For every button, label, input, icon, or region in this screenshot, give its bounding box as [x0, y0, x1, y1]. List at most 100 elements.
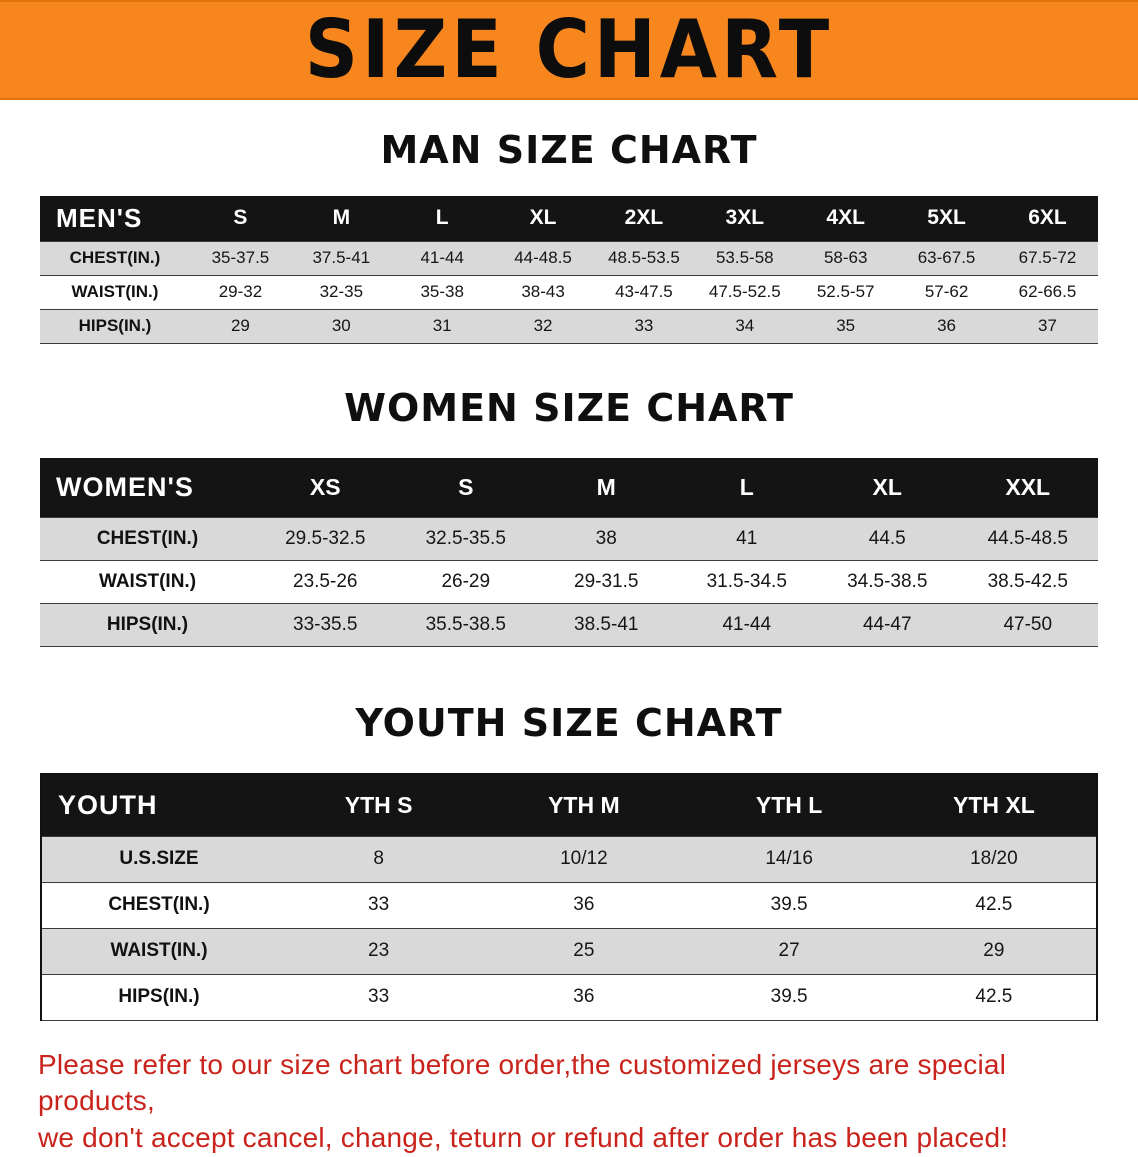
value-cell: 63-67.5: [896, 241, 997, 275]
size-header-cell: 2XL: [594, 196, 695, 241]
value-cell: 52.5-57: [795, 275, 896, 309]
size-header-cell: XL: [493, 196, 594, 241]
disclaimer-note: Please refer to our size chart before or…: [38, 1047, 1100, 1157]
value-cell: 48.5-53.5: [594, 241, 695, 275]
row-label-cell: CHEST(IN.): [41, 882, 276, 928]
size-header-cell: XXL: [958, 458, 1099, 518]
value-cell: 37: [997, 309, 1098, 343]
value-cell: 35-38: [392, 275, 493, 309]
value-cell: 44-48.5: [493, 241, 594, 275]
value-cell: 29: [190, 309, 291, 343]
value-cell: 33: [276, 974, 481, 1020]
size-header-cell: XL: [817, 458, 958, 518]
value-cell: 44.5: [817, 518, 958, 561]
value-cell: 41-44: [677, 604, 818, 647]
value-cell: 37.5-41: [291, 241, 392, 275]
row-label-cell: HIPS(IN.): [41, 974, 276, 1020]
value-cell: 30: [291, 309, 392, 343]
value-cell: 33: [594, 309, 695, 343]
size-header-cell: YTH XL: [892, 774, 1097, 836]
row-label-cell: U.S.SIZE: [41, 836, 276, 882]
value-cell: 32-35: [291, 275, 392, 309]
size-header-cell: 4XL: [795, 196, 896, 241]
value-cell: 29: [892, 928, 1097, 974]
value-cell: 23: [276, 928, 481, 974]
value-cell: 39.5: [687, 974, 892, 1020]
value-cell: 26-29: [396, 561, 537, 604]
value-cell: 10/12: [481, 836, 686, 882]
row-label-cell: CHEST(IN.): [40, 518, 255, 561]
row-label-cell: HIPS(IN.): [40, 604, 255, 647]
value-cell: 33-35.5: [255, 604, 396, 647]
value-cell: 38: [536, 518, 677, 561]
value-cell: 33: [276, 882, 481, 928]
value-cell: 29.5-32.5: [255, 518, 396, 561]
value-cell: 23.5-26: [255, 561, 396, 604]
value-cell: 42.5: [892, 974, 1097, 1020]
women-section-heading: WOMEN SIZE CHART: [0, 386, 1138, 430]
value-cell: 53.5-58: [694, 241, 795, 275]
size-header-cell: YTH L: [687, 774, 892, 836]
value-cell: 44.5-48.5: [958, 518, 1099, 561]
row-label-cell: WAIST(IN.): [40, 275, 190, 309]
value-cell: 25: [481, 928, 686, 974]
row-label-cell: HIPS(IN.): [40, 309, 190, 343]
value-cell: 31.5-34.5: [677, 561, 818, 604]
disclaimer-line-2: we don't accept cancel, change, teturn o…: [38, 1120, 1100, 1157]
row-label-cell: WAIST(IN.): [41, 928, 276, 974]
value-cell: 47-50: [958, 604, 1099, 647]
men-section-heading: MAN SIZE CHART: [0, 128, 1138, 172]
value-cell: 27: [687, 928, 892, 974]
size-header-cell: S: [396, 458, 537, 518]
value-cell: 62-66.5: [997, 275, 1098, 309]
value-cell: 58-63: [795, 241, 896, 275]
youth-section-heading: YOUTH SIZE CHART: [0, 701, 1138, 745]
size-header-cell: 5XL: [896, 196, 997, 241]
value-cell: 35-37.5: [190, 241, 291, 275]
size-header-cell: 6XL: [997, 196, 1098, 241]
size-header-cell: M: [536, 458, 677, 518]
size-header-cell: YTH M: [481, 774, 686, 836]
disclaimer-line-1: Please refer to our size chart before or…: [38, 1047, 1100, 1121]
size-header-cell: M: [291, 196, 392, 241]
value-cell: 36: [481, 882, 686, 928]
value-cell: 43-47.5: [594, 275, 695, 309]
size-header-cell: 3XL: [694, 196, 795, 241]
value-cell: 39.5: [687, 882, 892, 928]
value-cell: 44-47: [817, 604, 958, 647]
value-cell: 36: [896, 309, 997, 343]
value-cell: 38.5-42.5: [958, 561, 1099, 604]
value-cell: 35: [795, 309, 896, 343]
value-cell: 32: [493, 309, 594, 343]
value-cell: 14/16: [687, 836, 892, 882]
value-cell: 29-32: [190, 275, 291, 309]
value-cell: 34: [694, 309, 795, 343]
value-cell: 42.5: [892, 882, 1097, 928]
row-label-cell: WAIST(IN.): [40, 561, 255, 604]
value-cell: 41-44: [392, 241, 493, 275]
size-header-cell: L: [677, 458, 818, 518]
table-title-cell: YOUTH: [41, 774, 276, 836]
value-cell: 47.5-52.5: [694, 275, 795, 309]
value-cell: 32.5-35.5: [396, 518, 537, 561]
banner: SIZE CHART: [0, 0, 1138, 100]
